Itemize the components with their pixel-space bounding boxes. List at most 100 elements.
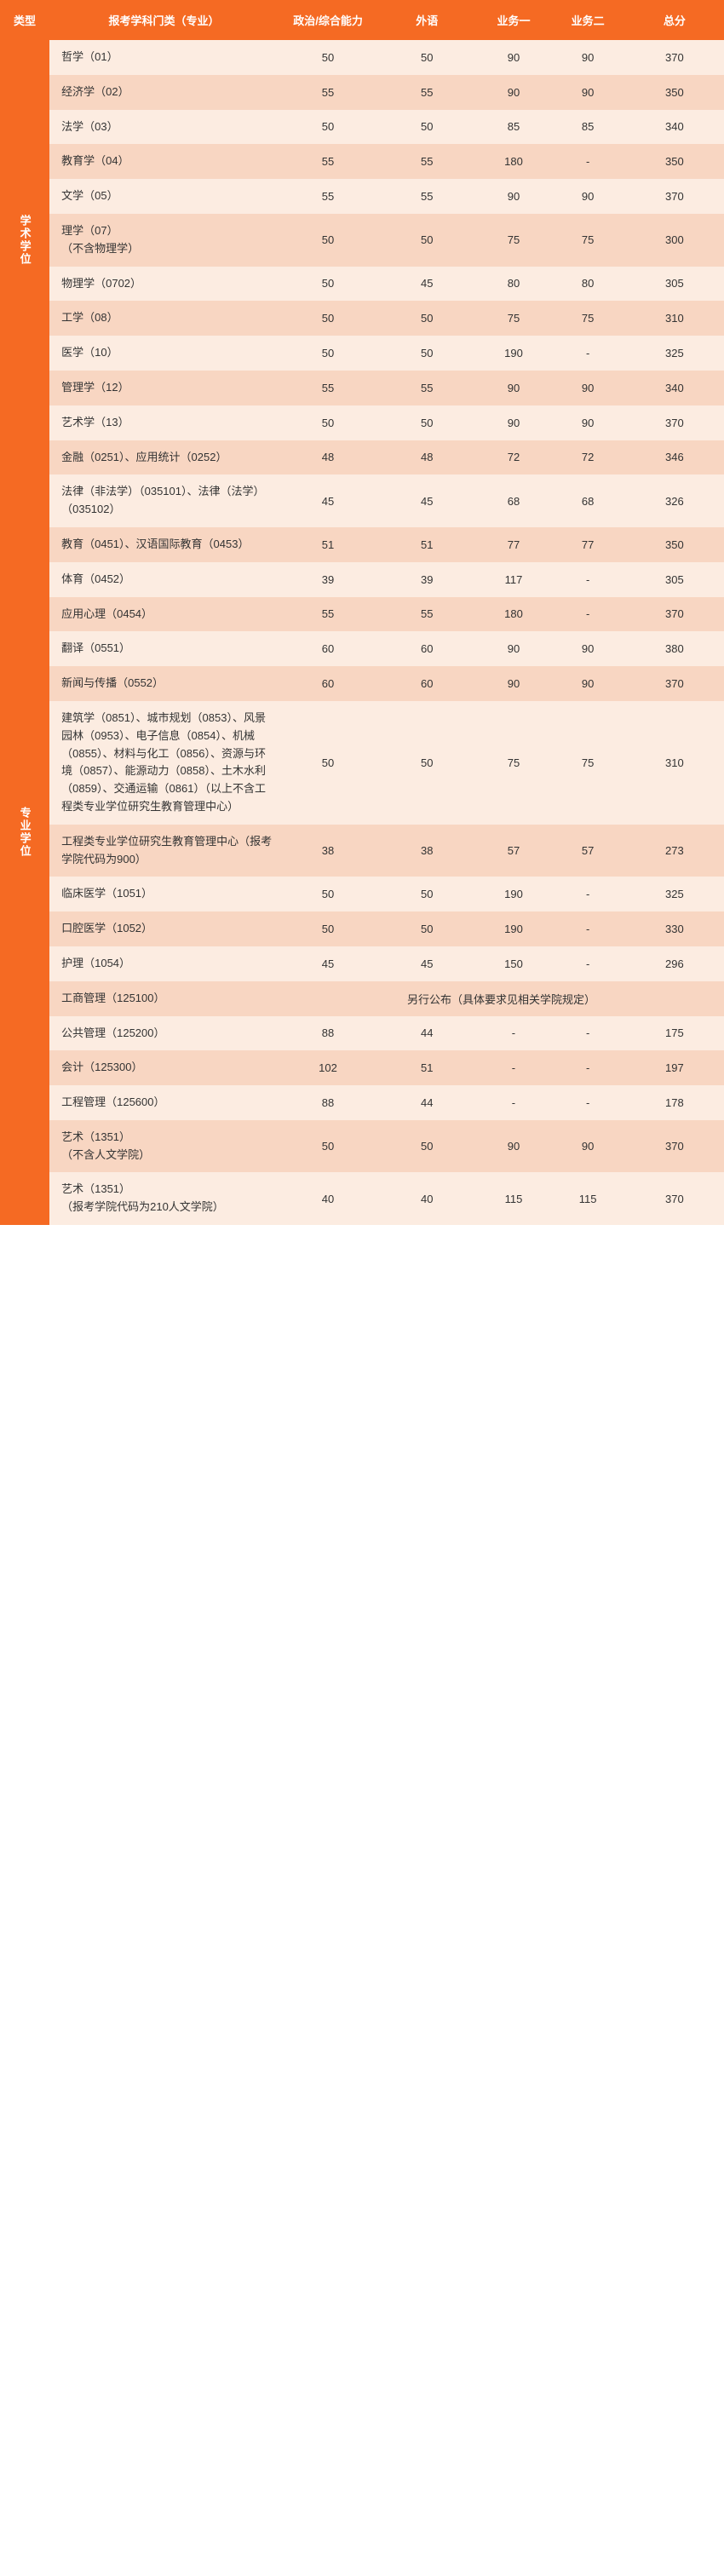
score-cell: 90	[476, 40, 550, 75]
major-cell: 体育（0452）	[49, 562, 279, 597]
score-cell: 75	[476, 301, 550, 336]
score-cell: 85	[551, 110, 625, 145]
score-cell: 50	[279, 301, 377, 336]
table-row: 工程管理（125600）8844--178	[0, 1085, 724, 1120]
score-cell: 50	[279, 110, 377, 145]
score-cell: 38	[377, 825, 476, 877]
score-cell: 55	[377, 179, 476, 214]
score-cell: 117	[476, 562, 550, 597]
score-cell: 57	[476, 825, 550, 877]
score-cell: 90	[551, 1120, 625, 1173]
score-cell: 150	[476, 946, 550, 981]
table-header: 类型 报考学科门类（专业） 政治/综合能力 外语 业务一 业务二 总分	[0, 0, 724, 40]
score-cell: 50	[279, 877, 377, 911]
table-body: 学术学位哲学（01）50509090370经济学（02）55559090350法…	[0, 40, 724, 1225]
score-cell: 48	[279, 440, 377, 475]
score-cell: 50	[377, 701, 476, 825]
score-cell: 75	[476, 701, 550, 825]
major-cell: 工学（08）	[49, 301, 279, 336]
score-cell: 39	[279, 562, 377, 597]
score-cell: 102	[279, 1050, 377, 1085]
score-cell: -	[551, 336, 625, 371]
score-cell: 350	[625, 527, 724, 562]
table-row: 法学（03）50508585340	[0, 110, 724, 145]
score-cell: 44	[377, 1085, 476, 1120]
major-cell: 工程管理（125600）	[49, 1085, 279, 1120]
major-cell: 金融（0251）、应用统计（0252）	[49, 440, 279, 475]
major-cell: 会计（125300）	[49, 1050, 279, 1085]
score-cell: 90	[476, 666, 550, 701]
score-cell: 68	[551, 474, 625, 527]
table-row: 经济学（02）55559090350	[0, 75, 724, 110]
score-cell: 370	[625, 666, 724, 701]
score-cell: 90	[476, 405, 550, 440]
score-cell: 50	[279, 1120, 377, 1173]
score-cell: 55	[377, 75, 476, 110]
score-cell: -	[551, 877, 625, 911]
score-cell: 68	[476, 474, 550, 527]
score-cell: -	[476, 1016, 550, 1051]
score-cell: 90	[476, 179, 550, 214]
score-cell: 50	[279, 267, 377, 302]
score-cell: 40	[377, 1172, 476, 1225]
score-cell: 55	[377, 371, 476, 405]
major-cell: 法律（非法学）（035101）、法律（法学）（035102）	[49, 474, 279, 527]
table-row: 管理学（12）55559090340	[0, 371, 724, 405]
major-cell: 新闻与传播（0552）	[49, 666, 279, 701]
score-cell: 88	[279, 1016, 377, 1051]
major-cell: 艺术（1351） （不含人文学院）	[49, 1120, 279, 1173]
category-cell: 专业学位	[0, 440, 49, 1226]
table-row: 应用心理（0454）5555180-370	[0, 597, 724, 632]
header-subject2: 业务二	[551, 0, 625, 40]
score-cell: 55	[279, 179, 377, 214]
score-cell: 55	[377, 144, 476, 179]
score-cell: 75	[551, 214, 625, 267]
score-cell: 45	[377, 267, 476, 302]
table-row: 艺术（1351） （不含人文学院）50509090370	[0, 1120, 724, 1173]
major-cell: 工程类专业学位研究生教育管理中心（报考学院代码为900）	[49, 825, 279, 877]
score-cell: -	[551, 911, 625, 946]
score-table: 类型 报考学科门类（专业） 政治/综合能力 外语 业务一 业务二 总分 学术学位…	[0, 0, 724, 1225]
score-cell: 85	[476, 110, 550, 145]
score-cell: 90	[551, 75, 625, 110]
table-row: 教育（0451）、汉语国际教育（0453）51517777350	[0, 527, 724, 562]
table-row: 学术学位哲学（01）50509090370	[0, 40, 724, 75]
major-cell: 法学（03）	[49, 110, 279, 145]
score-cell: 45	[279, 474, 377, 527]
score-cell: 50	[377, 301, 476, 336]
score-cell: 50	[377, 877, 476, 911]
header-politics: 政治/综合能力	[279, 0, 377, 40]
score-cell: 50	[377, 336, 476, 371]
score-cell: 190	[476, 911, 550, 946]
score-cell: 55	[279, 144, 377, 179]
score-cell: 60	[279, 631, 377, 666]
score-cell: 80	[551, 267, 625, 302]
score-cell: -	[551, 1016, 625, 1051]
major-cell: 经济学（02）	[49, 75, 279, 110]
score-cell: 50	[279, 701, 377, 825]
header-subject1: 业务一	[476, 0, 550, 40]
table-row: 艺术（1351） （报考学院代码为210人文学院）4040115115370	[0, 1172, 724, 1225]
score-cell: 38	[279, 825, 377, 877]
score-cell: 175	[625, 1016, 724, 1051]
score-cell: 80	[476, 267, 550, 302]
table-row: 物理学（0702）50458080305	[0, 267, 724, 302]
major-cell: 临床医学（1051）	[49, 877, 279, 911]
score-cell: 90	[476, 1120, 550, 1173]
score-cell: 90	[551, 405, 625, 440]
score-cell: 90	[476, 75, 550, 110]
major-cell: 文学（05）	[49, 179, 279, 214]
score-cell: 55	[377, 597, 476, 632]
score-cell: 55	[279, 75, 377, 110]
score-cell: 45	[377, 946, 476, 981]
score-cell: -	[551, 144, 625, 179]
score-cell: 346	[625, 440, 724, 475]
score-cell: 350	[625, 75, 724, 110]
score-cell: 50	[279, 40, 377, 75]
score-cell: 370	[625, 1172, 724, 1225]
score-cell: 90	[476, 371, 550, 405]
score-cell: 380	[625, 631, 724, 666]
score-cell: 44	[377, 1016, 476, 1051]
score-cell: 115	[476, 1172, 550, 1225]
table-row: 文学（05）55559090370	[0, 179, 724, 214]
